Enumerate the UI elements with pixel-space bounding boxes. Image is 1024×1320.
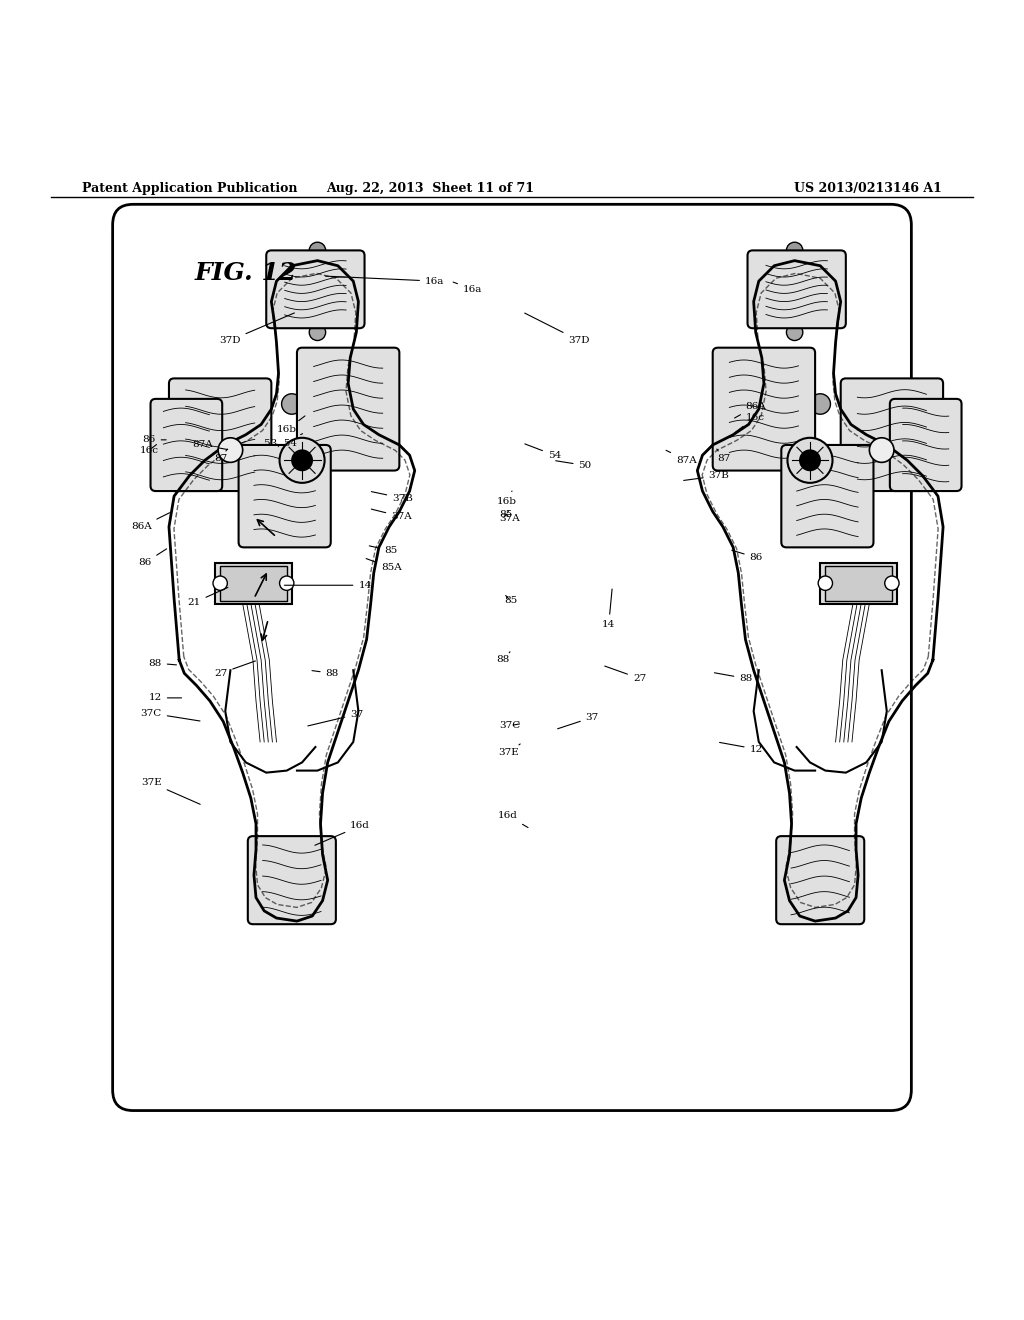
Text: 16b: 16b [497, 491, 517, 506]
Bar [220, 566, 287, 601]
Text: Aug. 22, 2013  Sheet 11 of 71: Aug. 22, 2013 Sheet 11 of 71 [326, 182, 535, 195]
Text: 21: 21 [187, 587, 228, 607]
Text: 37B: 37B [372, 491, 413, 503]
Text: 85: 85 [500, 510, 513, 519]
Ellipse shape [786, 325, 803, 341]
FancyBboxPatch shape [169, 379, 271, 491]
Bar [825, 566, 892, 601]
FancyBboxPatch shape [890, 399, 962, 491]
Bar [215, 562, 292, 603]
Ellipse shape [810, 393, 830, 414]
FancyBboxPatch shape [151, 399, 222, 491]
Text: 87: 87 [214, 449, 227, 463]
Text: FIG. 12: FIG. 12 [195, 260, 297, 285]
Text: 27: 27 [214, 661, 255, 677]
Ellipse shape [179, 392, 194, 407]
Text: 86A: 86A [734, 401, 766, 418]
Text: 87A: 87A [193, 441, 227, 450]
Ellipse shape [787, 438, 833, 483]
Text: 86: 86 [732, 550, 763, 562]
Text: 37D: 37D [219, 313, 295, 345]
Bar [820, 562, 897, 603]
Text: 88: 88 [148, 659, 176, 668]
Text: 88: 88 [715, 673, 753, 682]
Text: 12: 12 [148, 693, 181, 702]
Text: 85: 85 [370, 546, 397, 554]
FancyBboxPatch shape [248, 836, 336, 924]
Ellipse shape [218, 438, 243, 462]
FancyBboxPatch shape [748, 251, 846, 329]
Text: 85: 85 [504, 595, 517, 605]
Text: 37D: 37D [524, 313, 590, 345]
Text: 37: 37 [558, 713, 599, 729]
Text: 37C: 37C [140, 709, 200, 721]
Text: US 2013/0213146 A1: US 2013/0213146 A1 [795, 182, 942, 195]
Text: 12: 12 [720, 742, 763, 754]
Text: 37E: 37E [141, 779, 201, 804]
Text: 88: 88 [312, 669, 339, 677]
Text: 87A: 87A [666, 450, 696, 465]
Text: 27: 27 [605, 667, 646, 682]
Ellipse shape [213, 576, 227, 590]
FancyBboxPatch shape [781, 445, 873, 548]
Ellipse shape [800, 450, 820, 470]
Text: 16d: 16d [498, 812, 528, 828]
Text: 37: 37 [308, 710, 364, 726]
FancyBboxPatch shape [713, 347, 815, 470]
Text: 16c: 16c [139, 445, 159, 454]
Ellipse shape [818, 576, 833, 590]
Text: 86: 86 [138, 549, 167, 568]
Text: 16c: 16c [734, 413, 765, 433]
Text: 86: 86 [142, 436, 166, 445]
Text: 37C: 37C [500, 721, 521, 730]
Text: 50: 50 [299, 455, 312, 465]
Text: 37A: 37A [372, 510, 412, 521]
FancyBboxPatch shape [751, 253, 843, 325]
FancyBboxPatch shape [841, 379, 943, 491]
Ellipse shape [885, 576, 899, 590]
Text: 53, 54: 53, 54 [264, 434, 302, 447]
Text: 85A: 85A [367, 558, 401, 573]
Text: 88: 88 [497, 652, 510, 664]
Ellipse shape [919, 392, 933, 407]
Ellipse shape [869, 438, 894, 462]
Ellipse shape [309, 325, 326, 341]
Text: 37A: 37A [500, 513, 520, 523]
FancyBboxPatch shape [239, 445, 331, 548]
Text: 14: 14 [602, 589, 615, 628]
Text: 54: 54 [525, 444, 561, 459]
Text: 16d: 16d [314, 821, 370, 845]
Ellipse shape [786, 242, 803, 259]
Text: 50: 50 [556, 461, 592, 470]
Text: 16b: 16b [276, 416, 305, 434]
FancyBboxPatch shape [776, 836, 864, 924]
Ellipse shape [292, 450, 312, 470]
FancyBboxPatch shape [269, 253, 361, 325]
Ellipse shape [280, 438, 325, 483]
FancyBboxPatch shape [113, 205, 911, 1110]
Text: 14: 14 [285, 581, 372, 590]
Ellipse shape [282, 393, 302, 414]
FancyBboxPatch shape [297, 347, 399, 470]
Ellipse shape [309, 242, 326, 259]
FancyBboxPatch shape [266, 251, 365, 329]
Text: 37B: 37B [684, 471, 729, 480]
Text: 37E: 37E [499, 744, 520, 756]
Text: 86A: 86A [131, 512, 170, 532]
Text: 87: 87 [717, 449, 730, 463]
Text: 16a: 16a [326, 276, 444, 285]
Ellipse shape [280, 576, 294, 590]
Text: Patent Application Publication: Patent Application Publication [82, 182, 297, 195]
Text: 16a: 16a [454, 282, 482, 294]
